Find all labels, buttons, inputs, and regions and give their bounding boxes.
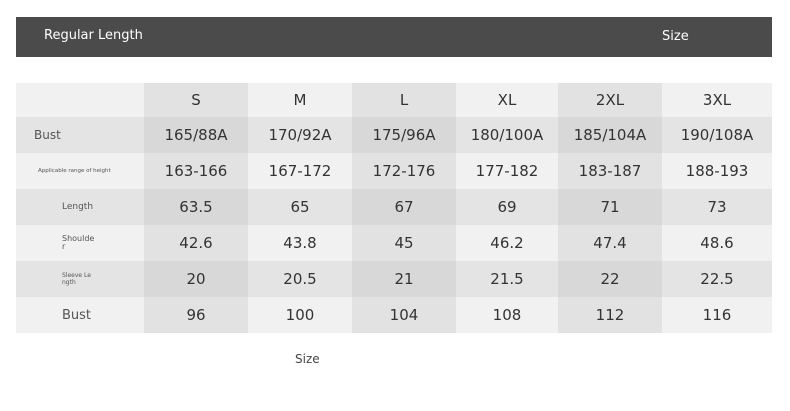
cell: 108	[456, 297, 558, 333]
row-label: Shoulde r	[16, 225, 144, 261]
cell: 116	[662, 297, 772, 333]
cell: 188-193	[662, 153, 772, 189]
row-label: Length	[16, 189, 144, 225]
cell: 69	[456, 189, 558, 225]
column-header: 3XL	[662, 83, 772, 117]
cell: 172-176	[352, 153, 456, 189]
corner-cell	[16, 83, 144, 117]
cell: 65	[248, 189, 352, 225]
column-header: XL	[456, 83, 558, 117]
header-bar: Regular Length Size	[16, 17, 772, 57]
cell: 96	[144, 297, 248, 333]
cell: 100	[248, 297, 352, 333]
row-label: Sleeve Le ngth	[16, 261, 144, 297]
header-title: Regular Length	[44, 28, 143, 43]
row-label: Bust	[16, 297, 144, 333]
column-header: L	[352, 83, 456, 117]
cell: 73	[662, 189, 772, 225]
column-header: M	[248, 83, 352, 117]
cell: 20.5	[248, 261, 352, 297]
row-label: Bust	[16, 117, 144, 153]
cell: 48.6	[662, 225, 772, 261]
cell: 185/104A	[558, 117, 662, 153]
table-row: Sleeve Le ngth 20 20.5 21 21.5 22 22.5	[16, 261, 772, 297]
table-row: Bust 165/88A 170/92A 175/96A 180/100A 18…	[16, 117, 772, 153]
cell: 20	[144, 261, 248, 297]
cell: 165/88A	[144, 117, 248, 153]
cell: 175/96A	[352, 117, 456, 153]
cell: 112	[558, 297, 662, 333]
cell: 47.4	[558, 225, 662, 261]
header-size-label: Size	[662, 29, 689, 44]
cell: 190/108A	[662, 117, 772, 153]
table-row: Shoulde r 42.6 43.8 45 46.2 47.4 48.6	[16, 225, 772, 261]
cell: 71	[558, 189, 662, 225]
table-row: Applicable range of height 163-166 167-1…	[16, 153, 772, 189]
cell: 22	[558, 261, 662, 297]
cell: 46.2	[456, 225, 558, 261]
cell: 63.5	[144, 189, 248, 225]
table-header-row: S M L XL 2XL 3XL	[16, 83, 772, 117]
cell: 167-172	[248, 153, 352, 189]
cell: 170/92A	[248, 117, 352, 153]
table-row: Length 63.5 65 67 69 71 73	[16, 189, 772, 225]
cell: 67	[352, 189, 456, 225]
cell: 22.5	[662, 261, 772, 297]
cell: 180/100A	[456, 117, 558, 153]
cell: 177-182	[456, 153, 558, 189]
column-header: 2XL	[558, 83, 662, 117]
cell: 42.6	[144, 225, 248, 261]
cell: 21	[352, 261, 456, 297]
cell: 43.8	[248, 225, 352, 261]
cell: 45	[352, 225, 456, 261]
footer-size-label: Size	[295, 352, 320, 366]
size-table: S M L XL 2XL 3XL Bust 165/88A 170/92A 17…	[16, 83, 772, 333]
cell: 183-187	[558, 153, 662, 189]
cell: 21.5	[456, 261, 558, 297]
cell: 163-166	[144, 153, 248, 189]
table-row: Bust 96 100 104 108 112 116	[16, 297, 772, 333]
column-header: S	[144, 83, 248, 117]
cell: 104	[352, 297, 456, 333]
row-label: Applicable range of height	[16, 153, 144, 189]
